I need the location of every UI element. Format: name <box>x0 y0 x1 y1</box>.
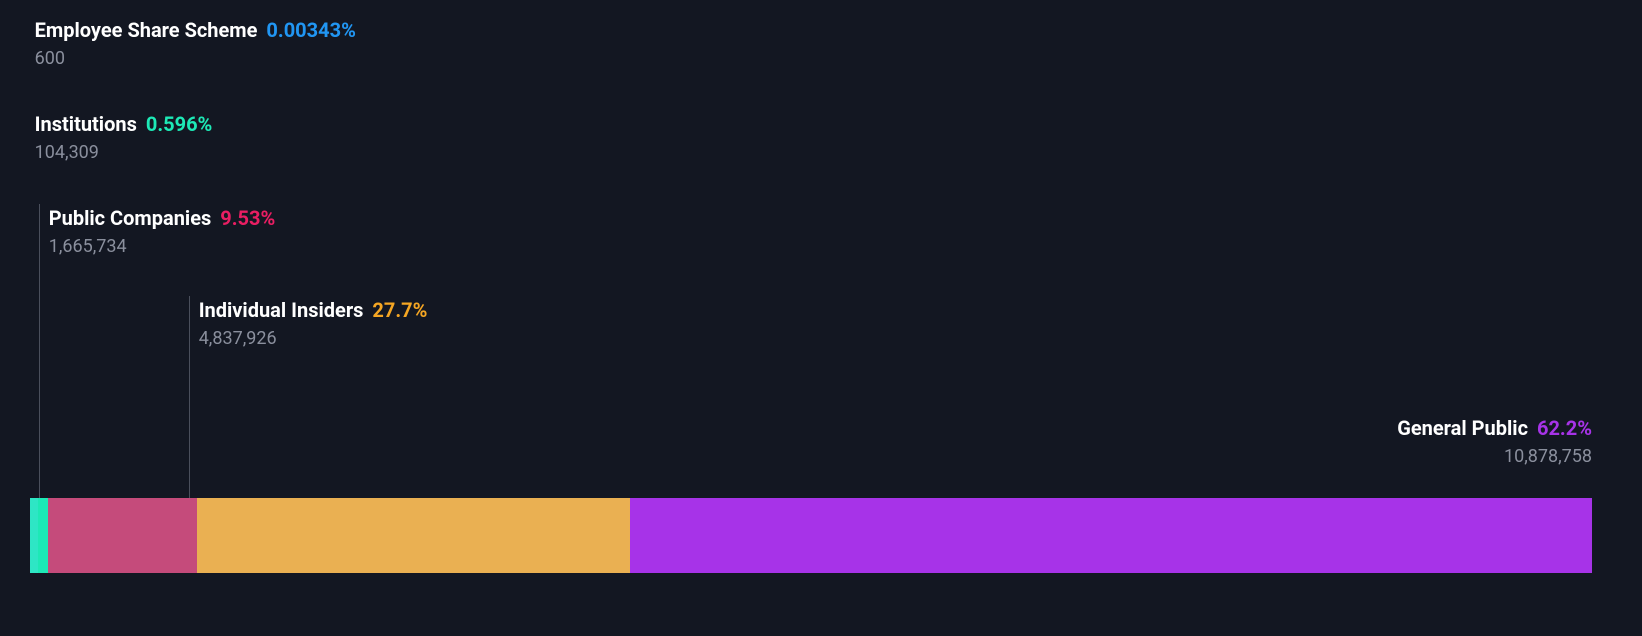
general-public-name: General Public <box>1397 416 1528 440</box>
public-companies-shares: 1,665,734 <box>49 236 276 257</box>
individual-insiders-name: Individual Insiders <box>199 298 364 322</box>
employee-share-scheme-shares: 600 <box>35 48 356 69</box>
employee-share-scheme-label: Employee Share Scheme 0.00343% 600 <box>35 18 356 69</box>
ownership-bar <box>30 498 1592 573</box>
individual-insiders-label: Individual Insiders 27.7% 4,837,926 <box>199 298 428 349</box>
labels-area: Employee Share Scheme 0.00343% 600 Institu… <box>30 18 1592 498</box>
individual-insiders-shares: 4,837,926 <box>199 328 428 349</box>
individual-insiders-segment <box>197 498 630 573</box>
individual-insiders-pct: 27.7% <box>372 298 427 322</box>
individual-insiders-leader <box>189 296 190 498</box>
general-public-pct: 62.2% <box>1537 416 1592 440</box>
public-companies-segment <box>48 498 197 573</box>
public-companies-pct: 9.53% <box>220 206 275 230</box>
public-companies-name: Public Companies <box>49 206 212 230</box>
employee-share-scheme-pct: 0.00343% <box>266 18 355 42</box>
institutions-name: Institutions <box>35 112 137 136</box>
institutions-pct: 0.596% <box>146 112 212 136</box>
employee-share-scheme-name: Employee Share Scheme <box>35 18 258 42</box>
institutions-segment <box>38 498 48 573</box>
ownership-chart: Employee Share Scheme 0.00343% 600 Institu… <box>30 18 1592 606</box>
public-companies-label: Public Companies 9.53% 1,665,734 <box>49 206 276 257</box>
institutions-label: Institutions 0.596% 104,309 <box>35 112 213 163</box>
employee-share-scheme-segment <box>30 498 38 573</box>
institutions-shares: 104,309 <box>35 142 213 163</box>
general-public-shares: 10,878,758 <box>1397 446 1592 467</box>
general-public-segment <box>630 498 1592 573</box>
public-companies-leader <box>39 204 40 498</box>
general-public-label: General Public 62.2% 10,878,758 <box>1397 416 1592 467</box>
